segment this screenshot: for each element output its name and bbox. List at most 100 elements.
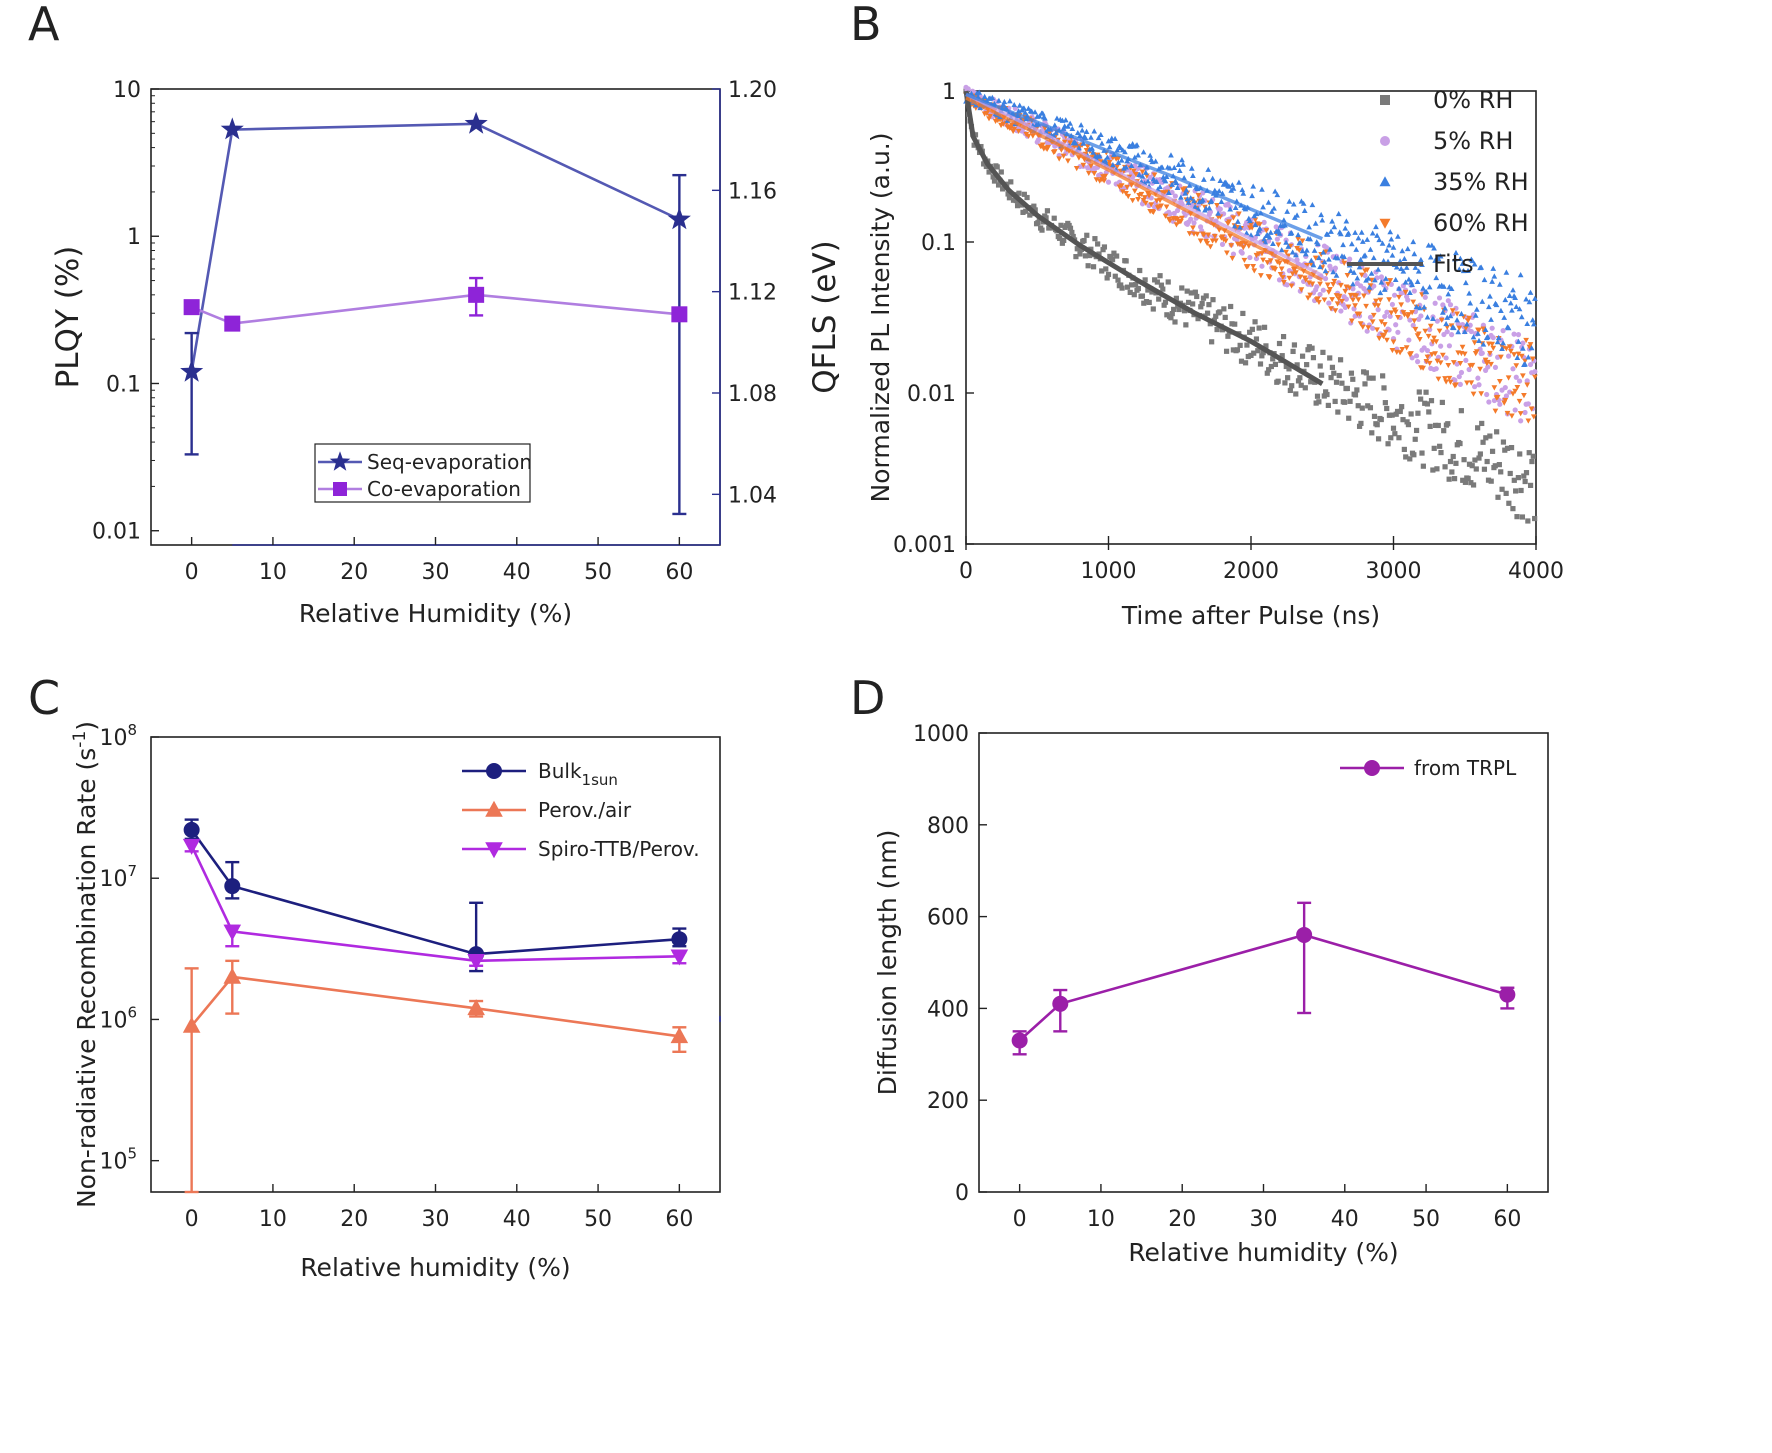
data-point [1484, 391, 1490, 398]
data-point [1415, 359, 1421, 365]
data-point [1329, 364, 1336, 370]
data-point [1347, 398, 1353, 404]
data-point [1114, 147, 1121, 153]
data-point [1382, 329, 1389, 335]
data-point [1487, 350, 1493, 357]
data-point [1150, 209, 1157, 215]
data-point [1456, 266, 1463, 272]
data-point [1445, 291, 1452, 297]
data-point [1044, 208, 1051, 214]
data-point [1367, 405, 1374, 411]
data-point [1067, 140, 1073, 146]
data-point [1397, 350, 1403, 356]
data-point [1435, 376, 1442, 382]
data-point [1409, 355, 1415, 361]
data-point [1101, 244, 1108, 250]
data-point [1510, 391, 1516, 397]
data-point [1179, 157, 1185, 163]
data-point [1266, 234, 1273, 240]
data-point [1461, 351, 1468, 357]
data-point [1366, 288, 1373, 294]
data-point [1124, 184, 1130, 190]
data-point [670, 1027, 689, 1044]
data-point [1240, 310, 1246, 317]
data-point [1185, 199, 1192, 205]
data-point [1239, 186, 1246, 193]
data-point [1527, 482, 1534, 488]
data-point [1487, 433, 1493, 439]
data-point [1451, 476, 1458, 482]
data-point [1352, 392, 1359, 398]
data-point [1519, 514, 1526, 520]
data-point [1250, 264, 1257, 270]
data-point [1426, 409, 1432, 415]
data-point [1016, 102, 1023, 108]
data-point [1369, 430, 1375, 436]
data-point [1171, 306, 1177, 313]
data-point [1332, 265, 1339, 271]
data-point [1468, 380, 1475, 386]
data-point [1244, 264, 1251, 270]
data-point [1045, 144, 1052, 151]
data-point [1350, 297, 1356, 303]
data-point [1202, 204, 1208, 210]
data-point [1079, 127, 1086, 133]
data-point [1217, 309, 1223, 315]
data-point [1219, 190, 1226, 196]
data-point [1160, 286, 1166, 292]
data-point [1500, 439, 1507, 445]
data-point [1289, 249, 1296, 255]
data-point [1271, 205, 1277, 211]
data-point [1363, 370, 1369, 376]
data-point [1288, 230, 1295, 236]
data-point [1030, 133, 1036, 139]
data-point [1517, 411, 1524, 417]
data-point [971, 142, 977, 148]
data-point [1343, 218, 1350, 224]
data-point [1364, 328, 1370, 334]
data-point [1489, 325, 1495, 331]
data-point [1115, 277, 1121, 283]
data-point [1384, 405, 1390, 412]
data-point [1307, 236, 1314, 242]
data-point [1106, 159, 1113, 166]
data-point [1424, 314, 1431, 320]
data-point [1503, 269, 1510, 275]
data-point [1325, 256, 1332, 262]
data-point [1389, 301, 1396, 308]
data-point [1230, 215, 1237, 221]
data-point [1528, 345, 1535, 351]
data-point [1224, 250, 1230, 256]
data-point [1391, 292, 1398, 298]
data-point [1306, 224, 1312, 230]
data-point [1343, 296, 1349, 302]
data-point [1437, 360, 1444, 366]
data-point [1211, 187, 1218, 193]
data-point [1234, 347, 1241, 353]
y-tick-label: 400 [927, 997, 969, 1022]
data-point [1330, 282, 1337, 288]
data-point [1382, 275, 1389, 281]
data-point [1367, 246, 1374, 252]
data-point [1188, 165, 1195, 171]
data-point [1439, 399, 1445, 406]
series-fits [963, 90, 1324, 386]
data-point [1429, 242, 1435, 248]
data-point [1323, 389, 1329, 395]
data-point [1146, 299, 1152, 306]
data-point [1169, 310, 1175, 317]
data-point [1406, 337, 1412, 343]
data-point [1006, 195, 1013, 201]
data-point [1526, 299, 1533, 305]
data-point [1139, 293, 1146, 299]
y2-axis-title: QFLS (eV) [807, 240, 843, 394]
data-point [1430, 467, 1436, 473]
data-point [1316, 299, 1322, 306]
data-point [1442, 376, 1448, 382]
data-point [1370, 312, 1377, 319]
data-point [1411, 318, 1418, 324]
data-point [1513, 374, 1519, 380]
data-point [1517, 272, 1524, 278]
data-point [1240, 245, 1247, 251]
data-point [1315, 240, 1321, 247]
